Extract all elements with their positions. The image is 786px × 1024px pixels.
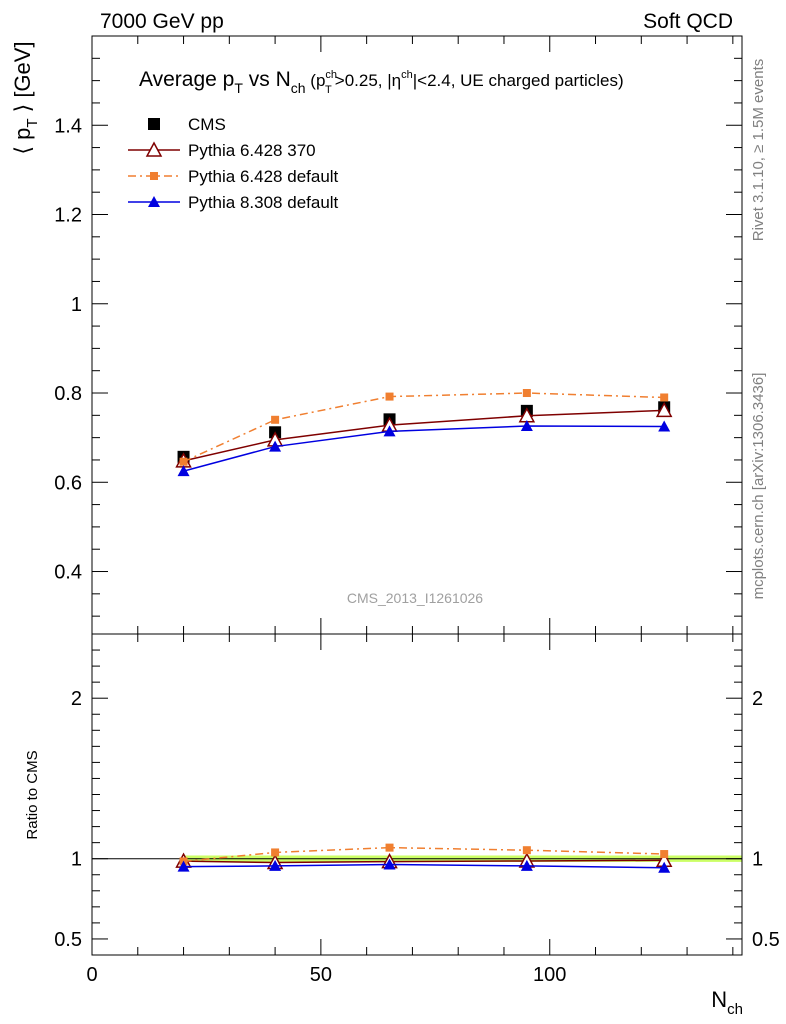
x-axis-label: Nch [711,987,743,1018]
ratio-line-pythia-6-428-default [183,846,665,863]
ratio-point-pythia-8-308-default [269,859,282,871]
mcplots-label: mcplots.cern.ch [arXiv:1306.3436] [750,373,767,600]
legend-marker-pythia-8-308-default [148,196,160,207]
x-tick-label: 100 [533,964,566,986]
main-point-pythia-8-308-default [658,420,671,432]
header-right: Soft QCD [643,10,733,33]
ratio-point-pythia-8-308-default [383,858,396,870]
main-y-tick-label: 0.4 [54,562,82,584]
main-y-tick-label: 0.8 [54,383,82,405]
ratio-point-pythia-8-308-default [658,861,671,873]
header-left: 7000 GeV pp [100,10,224,33]
x-tick-label: 50 [310,964,332,986]
main-point-pythia-8-308-default [269,440,282,452]
ratio-line-pythia-8-308-default [183,863,665,869]
main-y-tick-label: 0.6 [54,472,82,494]
main-y-tick-label: 1 [71,294,82,316]
main-title: Average pT vs Nch (pch T >0.25, |ηch|<2.4,… [139,68,624,96]
ratio-y-tick-label: 0.5 [54,929,82,951]
main-y-tick-label: 1.2 [54,205,82,227]
main-panel: Average pT vs Nch (pch T >0.25, |ηch|<2.4,… [10,35,743,635]
main-point-pythia-8-308-default [520,420,533,432]
ratio-panel: Ratio to CMS Nch 0 50 100 0.5 0.5 1 1 2 2 [24,633,780,1018]
legend-label-pythia-8-308-default: Pythia 8.308 default [188,193,339,212]
main-y-tick-label: 1.4 [54,115,82,137]
main-point-pythia-6-428-default [522,389,531,398]
ratio-point-pythia-8-308-default [177,860,190,872]
main-point-pythia-8-308-default [177,465,190,477]
main-point-pythia-6-428-default [660,393,669,402]
main-line-pythia-6-428-370 [183,409,665,462]
ratio-y-tick-label-right: 0.5 [752,929,780,951]
legend: CMS Pythia 6.428 370 Pythia 6.428 default P… [128,115,339,212]
ratio-y-tick-label-right: 2 [752,688,763,710]
ratio-y-tick-label-right: 1 [752,849,763,871]
ratio-point-pythia-6-428-default [522,846,531,855]
legend-marker-pythia-6-428-default [150,172,158,180]
x-tick-label: 0 [86,964,97,986]
ratio-frame [91,633,743,956]
legend-label-pythia-6-428-370: Pythia 6.428 370 [188,141,316,160]
ratio-y-tick-label: 2 [71,688,82,710]
main-line-pythia-8-308-default [183,425,665,472]
main-point-pythia-6-428-default [179,457,188,466]
legend-label-cms: CMS [188,115,226,134]
legend-marker-cms [148,118,160,130]
main-point-pythia-6-428-370 [655,401,673,418]
main-point-pythia-6-428-default [271,415,280,424]
ratio-point-pythia-6-428-default [385,843,394,852]
ratio-y-tick-label: 1 [71,849,82,871]
ratio-point-pythia-8-308-default [520,859,533,871]
ratio-point-pythia-6-428-default [660,850,669,859]
ratio-point-pythia-6-428-default [271,848,280,857]
legend-marker-pythia-6-428-370 [145,141,163,157]
watermark: CMS_2013_I1261026 [347,590,483,606]
main-point-pythia-8-308-default [383,425,396,437]
legend-label-pythia-6-428-default: Pythia 6.428 default [188,167,339,186]
main-point-pythia-6-428-default [385,392,394,401]
rivet-label: Rivet 3.1.10, ≥ 1.5M events [750,59,767,242]
ratio-y-label: Ratio to CMS [24,750,41,839]
y-axis-label: ⟨ pT ⟩ [GeV] [10,41,41,154]
